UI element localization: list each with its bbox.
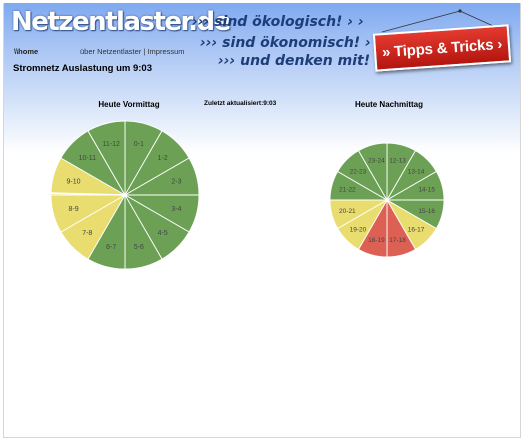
clock-segment-label: 23-24 <box>368 158 385 165</box>
clock-segment-label: 6-7 <box>106 244 116 251</box>
site-logo[interactable]: Netzentlaster.de <box>11 7 231 37</box>
clock-segment-label: 3-4 <box>171 206 181 213</box>
morning-title: Heute Vormittag <box>98 100 160 109</box>
clock-segment-label: 1-2 <box>158 155 168 162</box>
current-time-hand <box>50 192 126 196</box>
clock-segment-label: 16-17 <box>408 226 425 233</box>
slogan-line-1: ››› sind ökologisch! › › <box>192 14 364 30</box>
clock-segment <box>357 142 388 202</box>
nav-links: über Netzentlaster | Impressum <box>80 47 185 56</box>
clock-segment-label: 17-18 <box>389 237 406 244</box>
clock-segment-label: 18-19 <box>368 237 385 244</box>
clock-segment-label: 2-3 <box>171 179 181 186</box>
clock-segment-label: 19-20 <box>350 226 367 233</box>
clock-segment-label: 15-16 <box>418 208 435 215</box>
clock-segment-label: 21-22 <box>339 187 356 194</box>
clock-segment <box>87 120 126 197</box>
clock-segment-label: 12-13 <box>389 158 406 165</box>
nav-impressum-link[interactable]: Impressum <box>147 47 185 56</box>
header-background <box>4 3 520 153</box>
clock-segment-label: 11-12 <box>103 141 120 148</box>
last-updated: Zuletzt aktualisiert:9:03 <box>204 100 277 107</box>
clock-segment-label: 9-10 <box>67 179 81 186</box>
clock-segment-label: 7-8 <box>82 230 92 237</box>
nav-separator: | <box>143 47 146 56</box>
morning-load-clock: 0-1 1-2 2-3 3-4 4-5 5-6 6-7 7-8 8-9 9-10 10-11 11-1… <box>50 120 200 270</box>
page-title: Stromnetz Auslastung um 9:03 <box>13 63 153 74</box>
clock-segment-label: 22-23 <box>350 168 367 175</box>
page-frame: Netzentlaster.de ››› sind ökologisch! › … <box>3 3 521 438</box>
clock-segment-label: 20-21 <box>339 208 356 215</box>
clock-segment-label: 10-11 <box>79 155 96 162</box>
afternoon-title: Heute Nachmittag <box>354 100 423 109</box>
clock-segment-label: 8-9 <box>68 206 78 213</box>
nav-home-link[interactable]: \\home <box>14 47 39 56</box>
clock-segment-label: 13-14 <box>408 168 425 175</box>
nav-about-link[interactable]: über Netzentlaster <box>80 47 142 56</box>
clock-segment-label: 0-1 <box>134 141 144 148</box>
clock-segment-label: 14-15 <box>418 187 435 194</box>
clock-segment-label: 4-5 <box>158 230 168 237</box>
slogan-line-3: ››› und denken mit! › › <box>218 53 392 69</box>
slogan-line-2: ››› sind ökonomisch! › › <box>200 35 382 51</box>
clock-segment-label: 5-6 <box>134 244 144 251</box>
